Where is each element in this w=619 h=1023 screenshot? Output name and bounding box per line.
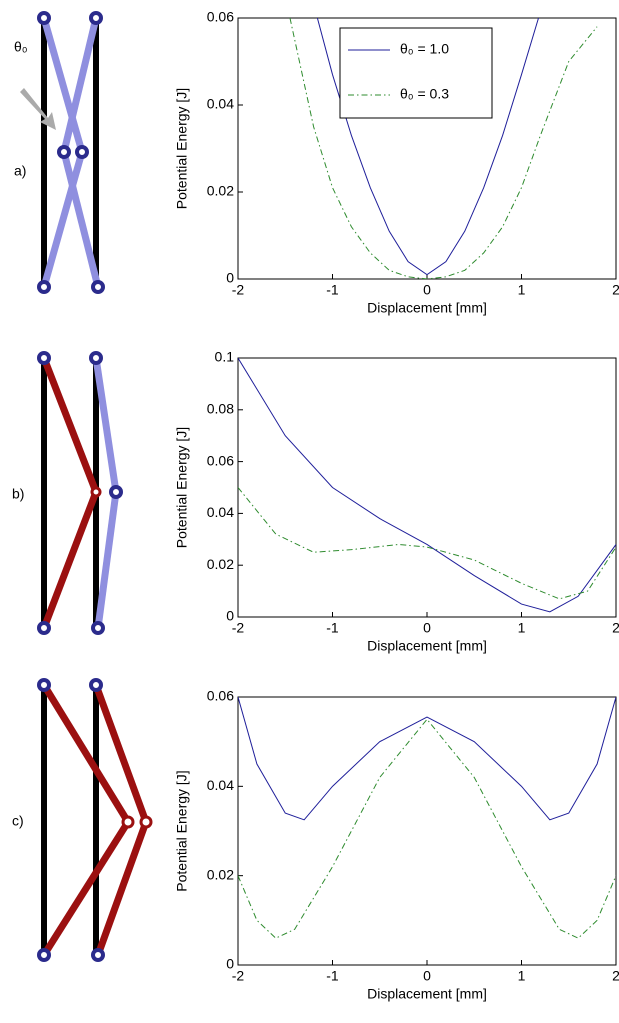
y-tick-label: 0	[226, 270, 234, 286]
panel-label: b)	[12, 486, 24, 502]
panel-label: c)	[12, 813, 24, 829]
x-tick-label: 2	[612, 620, 619, 636]
x-axis-label: Displacement [mm]	[367, 986, 487, 1002]
y-tick-label: 0.04	[207, 777, 234, 793]
series-line	[289, 18, 598, 279]
series-line	[316, 18, 539, 276]
y-tick-label: 0.04	[207, 504, 234, 520]
x-tick-label: -1	[326, 968, 339, 984]
x-tick-label: 2	[612, 282, 619, 298]
diagram-a	[20, 11, 105, 294]
x-axis-label: Displacement [mm]	[367, 638, 487, 654]
x-tick-label: -2	[232, 968, 245, 984]
x-tick-label: -2	[232, 620, 245, 636]
x-tick-label: -1	[326, 620, 339, 636]
plot-frame	[237, 696, 617, 966]
plot-frame	[237, 357, 617, 618]
y-tick-label: 0.06	[207, 9, 234, 25]
x-tick-label: 1	[518, 968, 526, 984]
x-tick-label: 0	[423, 620, 431, 636]
x-tick-label: -1	[326, 282, 339, 298]
x-tick-label: 0	[423, 282, 431, 298]
y-tick-label: 0.06	[207, 688, 234, 704]
panel-label: a)	[14, 163, 26, 179]
y-tick-label: 0.02	[207, 183, 234, 199]
x-tick-label: 1	[518, 282, 526, 298]
y-tick-label: 0.02	[207, 866, 234, 882]
y-axis-label: Potential Energy [J]	[174, 770, 190, 891]
x-tick-label: 0	[423, 968, 431, 984]
diagram-c	[37, 678, 153, 962]
y-axis-label: Potential Energy [J]	[174, 427, 190, 548]
legend-label: θ₀ = 1.0	[400, 41, 449, 57]
legend-box	[339, 27, 493, 119]
x-axis-label: Displacement [mm]	[367, 300, 487, 316]
y-tick-label: 0	[226, 608, 234, 624]
annotation: θ₀	[14, 39, 28, 55]
x-tick-label: 2	[612, 968, 619, 984]
series-line	[238, 358, 616, 613]
y-tick-label: 0.02	[207, 556, 234, 572]
legend-label: θ₀ = 0.3	[400, 86, 449, 102]
x-tick-label: -2	[232, 282, 245, 298]
x-tick-label: 1	[518, 620, 526, 636]
y-axis-label: Potential Energy [J]	[174, 88, 190, 209]
y-tick-label: 0.06	[207, 452, 234, 468]
series-line	[238, 487, 616, 600]
series-line	[238, 697, 616, 821]
series-line	[238, 718, 616, 939]
y-tick-label: 0.04	[207, 96, 234, 112]
diagram-b	[37, 351, 123, 635]
y-tick-label: 0	[226, 956, 234, 972]
y-tick-label: 0.08	[207, 401, 234, 417]
y-tick-label: 0.1	[215, 349, 235, 365]
